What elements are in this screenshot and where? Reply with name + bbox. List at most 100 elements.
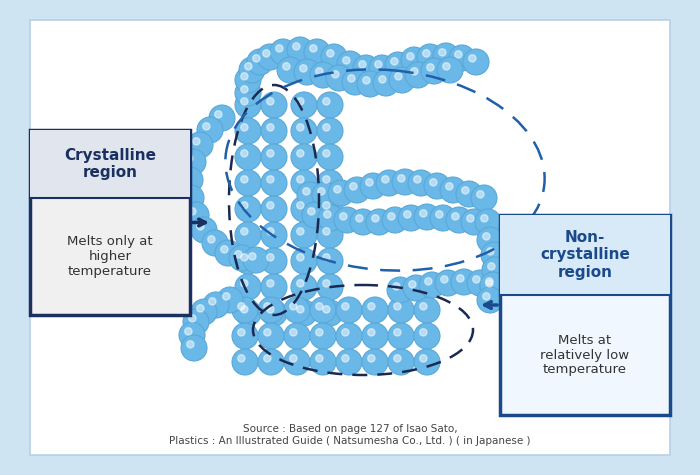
Circle shape [267,150,274,157]
Circle shape [317,300,343,326]
Circle shape [342,329,349,336]
Circle shape [317,170,343,196]
Circle shape [235,196,261,222]
Circle shape [291,222,317,248]
Circle shape [302,188,310,195]
Circle shape [366,209,392,235]
Circle shape [393,303,401,310]
Circle shape [310,62,336,88]
Circle shape [389,67,415,93]
Circle shape [291,92,317,118]
Circle shape [480,272,506,298]
Circle shape [291,274,317,300]
Circle shape [414,204,440,230]
Circle shape [388,297,414,323]
Circle shape [483,233,490,240]
Circle shape [401,47,427,73]
Bar [30,130,190,198]
Circle shape [241,228,248,235]
Circle shape [276,45,283,52]
Circle shape [392,169,418,195]
Circle shape [430,205,456,231]
Circle shape [362,323,388,349]
Circle shape [261,144,287,170]
Circle shape [437,57,463,83]
Circle shape [178,185,204,211]
Circle shape [258,297,284,323]
Circle shape [446,183,453,190]
Circle shape [235,92,261,118]
Circle shape [425,278,432,285]
Circle shape [411,68,418,75]
Circle shape [264,329,271,336]
Circle shape [316,303,323,310]
Circle shape [417,44,443,70]
Circle shape [261,222,287,248]
Circle shape [241,280,248,287]
Circle shape [267,98,274,105]
Circle shape [247,49,273,75]
Circle shape [297,182,323,208]
Circle shape [261,196,287,222]
Circle shape [193,138,200,145]
Circle shape [405,62,431,88]
Circle shape [414,176,421,183]
Circle shape [435,270,461,296]
Circle shape [424,173,450,199]
Circle shape [368,303,375,310]
Circle shape [317,222,343,248]
Circle shape [297,176,304,183]
Circle shape [388,349,414,375]
Circle shape [336,323,362,349]
Circle shape [317,118,343,144]
Circle shape [455,51,462,58]
Circle shape [229,245,255,271]
Circle shape [304,39,330,65]
Circle shape [267,124,274,131]
Circle shape [391,58,398,65]
Circle shape [481,215,488,222]
Circle shape [208,236,215,243]
Circle shape [323,176,330,183]
Circle shape [369,55,395,81]
Circle shape [232,297,258,323]
Circle shape [442,63,450,70]
Circle shape [477,227,503,253]
Circle shape [189,208,196,215]
Circle shape [267,228,274,235]
Circle shape [177,167,203,193]
Circle shape [183,309,209,335]
Circle shape [323,211,331,218]
Circle shape [482,257,508,283]
Circle shape [235,118,261,144]
Circle shape [241,306,248,313]
Circle shape [340,213,347,220]
Circle shape [197,223,204,230]
Circle shape [467,270,493,296]
Circle shape [284,349,310,375]
Circle shape [291,170,317,196]
Circle shape [308,208,315,215]
Circle shape [312,182,338,208]
Circle shape [297,98,304,105]
Circle shape [356,215,363,222]
Circle shape [245,63,252,70]
Circle shape [414,297,440,323]
Circle shape [316,355,323,362]
Circle shape [223,293,230,300]
Circle shape [471,185,497,211]
Circle shape [350,183,357,190]
Circle shape [326,65,352,91]
Circle shape [317,196,343,222]
Circle shape [241,86,248,93]
Circle shape [321,44,347,70]
Circle shape [343,57,350,64]
Circle shape [368,329,375,336]
Circle shape [461,209,487,235]
Circle shape [187,341,194,348]
Circle shape [446,207,472,233]
Circle shape [310,297,336,323]
FancyBboxPatch shape [500,215,670,415]
Circle shape [277,57,303,83]
Circle shape [183,173,190,180]
